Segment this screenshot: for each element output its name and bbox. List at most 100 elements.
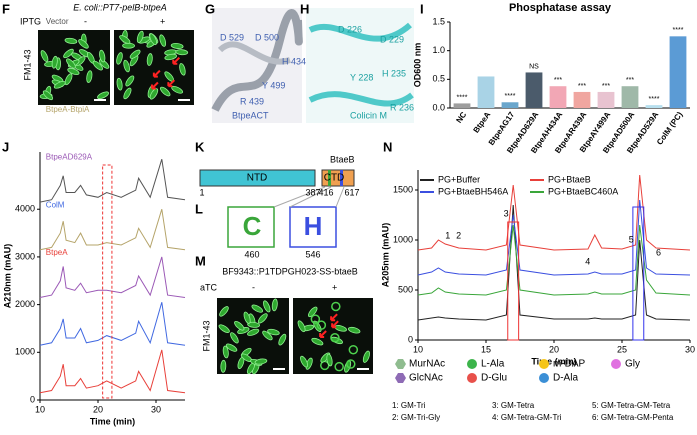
- residue-label: D 529: [220, 32, 244, 42]
- y-tick-label: 0: [30, 394, 35, 404]
- cell: [42, 90, 54, 101]
- cell: [262, 330, 273, 341]
- panel-l: C H: [227, 186, 345, 248]
- product-label: 1: GM-Tri: [392, 401, 426, 410]
- f-plus: +: [160, 16, 165, 26]
- glycan-icon: [611, 359, 621, 369]
- y-tick-label: 0: [408, 334, 413, 344]
- cell: [326, 353, 333, 367]
- bar: [525, 72, 543, 108]
- y-tick-label: 1500: [393, 184, 413, 194]
- residue-label: D 226: [338, 24, 362, 34]
- panel-label: N: [383, 139, 392, 154]
- cell: [348, 344, 359, 355]
- peak-label: 3: [504, 208, 509, 218]
- significance: ****: [673, 27, 684, 34]
- cell: [247, 328, 260, 336]
- cell: [99, 49, 106, 63]
- cell: [316, 320, 327, 330]
- cell: [170, 42, 184, 49]
- x-tick-label: BtpeA: [471, 110, 492, 135]
- logo-pos: 546: [305, 249, 320, 259]
- product-label: 3: GM-Tetra: [492, 401, 535, 410]
- trace: [39, 349, 186, 394]
- peak-label: 6: [656, 247, 661, 257]
- logo-letter: H: [304, 211, 323, 241]
- cell: [310, 314, 321, 324]
- significance: ***: [626, 77, 634, 84]
- residue-label: Colicin M: [350, 110, 387, 120]
- legend-label: PG+BtaeBH546A: [438, 186, 508, 196]
- residue-label: Y 228: [350, 72, 373, 82]
- panel-k: [199, 169, 355, 187]
- product-label: 4: GM-Tetra-GM-Tri: [492, 413, 562, 422]
- peak-label: 5: [629, 234, 634, 244]
- arrow: [172, 56, 181, 65]
- bar: [573, 91, 591, 108]
- cell: [67, 67, 80, 76]
- cell: [330, 333, 340, 343]
- product-label: 5: GM-Tetra-GM-Tetra: [592, 401, 671, 410]
- glycan-icon: [467, 373, 477, 383]
- k-title: BtaeB: [330, 154, 355, 164]
- cell: [86, 70, 93, 83]
- x-tick-label: 30: [685, 344, 695, 354]
- y-tick-label: 2000: [15, 299, 35, 309]
- cell: [297, 320, 306, 333]
- x-tick-label: 20: [93, 404, 103, 414]
- ctd-site: [340, 170, 343, 186]
- glycan-label: D-Ala: [553, 373, 578, 384]
- y-tick-label: 0.0: [432, 102, 445, 112]
- y-tick-label: 4000: [15, 204, 35, 214]
- position: 1: [199, 187, 204, 197]
- cell: [311, 337, 324, 346]
- panel-label: L: [195, 201, 203, 216]
- cell: [149, 33, 158, 46]
- cell: [164, 53, 178, 61]
- cell: [346, 359, 356, 369]
- bar: [549, 86, 567, 108]
- trace-label: BtpeAD629A: [46, 153, 93, 162]
- scale-bar: [357, 368, 369, 370]
- trace: [39, 159, 186, 203]
- cell: [334, 361, 344, 372]
- trace-label: Vector: [46, 17, 69, 26]
- bar: [597, 91, 615, 108]
- glycan-label: L-Ala: [481, 359, 505, 370]
- m-minus: -: [252, 282, 255, 292]
- cell: [175, 49, 189, 56]
- chart-title: Phosphatase assay: [509, 2, 612, 14]
- product-label: 2: GM-Tri-Gly: [392, 413, 440, 422]
- glycan-label: MurNAc: [409, 359, 445, 370]
- peak-label: 1: [445, 230, 450, 240]
- scale-bar: [273, 368, 285, 370]
- residue-label: D 500: [255, 32, 279, 42]
- cell: [64, 73, 73, 86]
- x-tick-label: NC: [454, 110, 468, 125]
- significance: ***: [602, 83, 610, 90]
- cell: [51, 55, 58, 69]
- y-tick-label: 1.5: [432, 16, 445, 26]
- highlight: [102, 164, 113, 399]
- cell: [160, 86, 171, 97]
- position: 416: [318, 187, 333, 197]
- trace: [417, 199, 691, 276]
- scale-bar: [94, 99, 106, 101]
- glycan-icon: [395, 373, 406, 383]
- domain-label: CTD: [324, 173, 345, 184]
- legend-label: PG+Buffer: [438, 174, 480, 184]
- highlight: [507, 221, 520, 341]
- cell: [219, 306, 229, 317]
- x-tick-label: 10: [35, 404, 45, 414]
- cell: [225, 343, 238, 352]
- y-tick-label: 0.5: [432, 74, 445, 84]
- g-ribbon: [211, 9, 303, 112]
- y-tick-label: 1000: [15, 347, 35, 357]
- x-tick-label: 25: [617, 344, 627, 354]
- cell: [97, 91, 109, 100]
- cell: [179, 63, 186, 76]
- legend-label: PG+BtaeBC460A: [548, 186, 618, 196]
- cell: [40, 50, 49, 62]
- cell: [271, 298, 278, 312]
